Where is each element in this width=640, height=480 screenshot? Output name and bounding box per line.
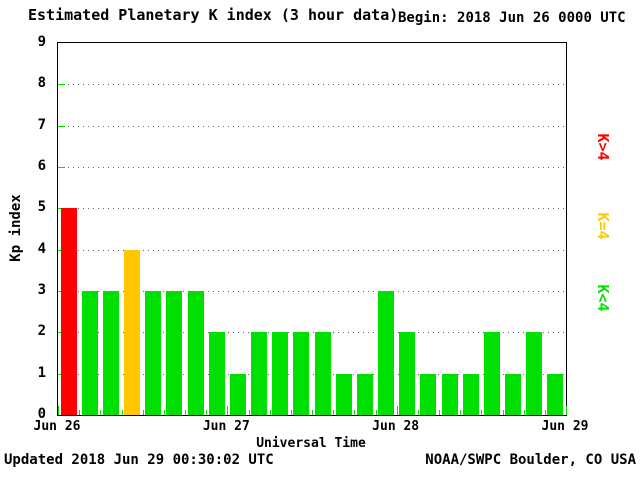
y-axis-labels: 0 1 2 3 4 5 6 7 8 9 (0, 34, 50, 422)
updated-timestamp: Updated 2018 Jun 29 00:30:02 UTC (4, 452, 274, 468)
kp-bar (483, 332, 500, 415)
y-tick-label: 6 (37, 158, 46, 174)
kp-bar (272, 332, 289, 415)
chart-title: Estimated Planetary K index (3 hour data… (28, 6, 399, 24)
kp-bar (462, 373, 479, 415)
x-tick-label: Jun 28 (372, 419, 420, 434)
kp-bar (60, 208, 77, 415)
begin-value: 2018 Jun 26 0000 UTC (457, 10, 626, 26)
kp-bar (378, 291, 395, 415)
x-axis-tick (417, 410, 419, 415)
gridline (58, 249, 566, 251)
x-axis-tick (439, 410, 440, 415)
y-tick-label: 9 (37, 34, 46, 50)
x-axis-tick (312, 410, 313, 415)
kp-bar (526, 332, 543, 415)
x-axis-tick (502, 410, 504, 415)
y-tick-label: 3 (37, 282, 46, 298)
x-axis-tick (227, 406, 229, 415)
x-tick-label: Jun 26 (33, 419, 81, 434)
x-axis-tick (544, 410, 546, 415)
kp-bar (314, 332, 331, 415)
y-tick-label: 2 (37, 323, 46, 340)
x-tick-label: Jun 27 (202, 419, 250, 434)
y-tick-label: 8 (37, 75, 46, 92)
y-axis-tick (58, 167, 65, 168)
begin-label: Begin: (398, 10, 449, 26)
x-axis-tick (481, 410, 483, 415)
gridline (58, 291, 566, 292)
kp-bar (145, 291, 162, 415)
x-axis-tick (121, 410, 123, 415)
x-axis-tick (185, 410, 186, 415)
x-axis-tick (58, 406, 59, 415)
gridline (58, 84, 566, 86)
x-axis-labels: Jun 26 Jun 27 Jun 28 Jun 29 (34, 419, 589, 435)
x-axis-tick (396, 406, 398, 415)
kp-bar (356, 373, 373, 415)
y-tick-label: 4 (37, 240, 46, 257)
gridline (58, 125, 566, 127)
kp-bar (187, 291, 204, 415)
kp-bar (505, 373, 522, 415)
kp-bar (229, 373, 246, 415)
x-axis-tick (248, 410, 250, 415)
kp-bar (251, 332, 268, 415)
kp-bar (335, 373, 352, 415)
gridline (58, 167, 566, 168)
kp-bar (547, 373, 564, 415)
gridline (58, 332, 566, 334)
x-axis-tick (460, 410, 462, 415)
legend-k-equal-4: K=4 (594, 212, 612, 240)
y-tick-label: 1 (37, 364, 46, 381)
x-axis-tick (290, 410, 292, 415)
kp-bar (399, 332, 416, 415)
x-axis-tick (142, 410, 144, 415)
x-tick-label: Jun 29 (541, 419, 589, 434)
kp-bar (293, 332, 310, 415)
gridline (58, 208, 566, 210)
x-axis-tick (566, 406, 567, 415)
x-axis-tick (333, 410, 335, 415)
kp-bar (124, 249, 141, 415)
x-axis-tick (163, 410, 165, 415)
x-axis-tick (206, 410, 208, 415)
y-axis-tick (58, 125, 65, 127)
kp-bar (102, 291, 119, 415)
kp-bar (441, 373, 458, 415)
credit-text: NOAA/SWPC Boulder, CO USA (425, 452, 636, 468)
kp-bar (166, 291, 183, 415)
y-tick-label: 5 (37, 199, 46, 216)
x-axis-tick (523, 410, 525, 415)
legend-k-below-4: K<4 (594, 284, 612, 312)
y-tick-label: 7 (37, 116, 46, 133)
kp-bar (81, 291, 98, 415)
kp-bar (420, 373, 437, 415)
x-axis-tick (100, 410, 102, 415)
kp-bar (208, 332, 225, 415)
gridline (58, 373, 566, 375)
plot-area (57, 42, 567, 416)
y-tick-label: 0 (37, 406, 46, 422)
x-axis-tick (269, 410, 271, 415)
begin-line: Begin: 2018 Jun 26 0000 UTC (398, 10, 626, 26)
legend-k-above-4: K>4 (594, 133, 612, 161)
x-axis-tick (375, 410, 377, 415)
x-axis-tick (79, 410, 81, 415)
x-axis-title: Universal Time (256, 436, 366, 451)
y-axis-tick (58, 84, 65, 86)
x-axis-tick (354, 410, 356, 415)
